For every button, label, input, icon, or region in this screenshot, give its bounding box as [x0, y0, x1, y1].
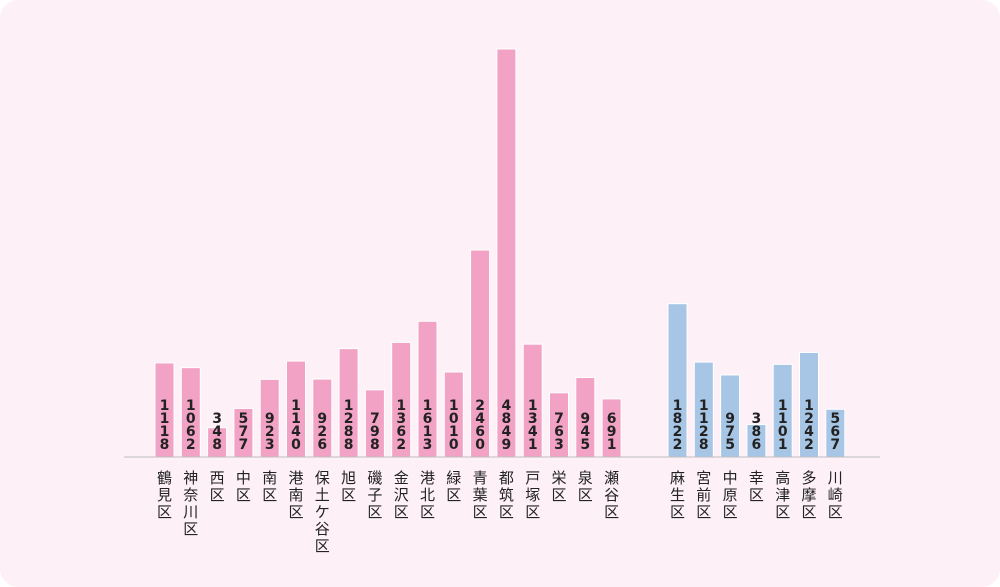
category-label: 西区 [210, 469, 225, 504]
category-label: 金沢区 [394, 469, 409, 521]
category-label: 瀬谷区 [604, 469, 619, 521]
category-label: 中原区 [723, 469, 738, 521]
category-label: 緑区 [446, 469, 461, 504]
category-label: 宮前区 [696, 469, 711, 521]
category-label: 青葉区 [473, 469, 488, 521]
category-label: 麻生区 [670, 469, 685, 521]
category-label: 幸区 [749, 469, 764, 504]
category-label: 港北区 [420, 469, 435, 521]
category-label: 鶴見区 [157, 469, 172, 521]
bar-yokohama-13 [496, 48, 517, 458]
bars-layer [154, 48, 846, 458]
category-label: 高津区 [775, 469, 790, 521]
category-label: 港南区 [288, 469, 303, 521]
category-label: 神奈川区 [183, 469, 198, 538]
category-label: 戸塚区 [525, 469, 540, 521]
category-label: 都筑区 [499, 469, 514, 521]
category-label: 川崎区 [828, 469, 843, 521]
category-label: 南区 [262, 469, 277, 504]
category-label: 保土ケ谷区 [315, 469, 330, 555]
category-label: 磯子区 [367, 469, 382, 521]
category-label: 多摩区 [801, 469, 816, 521]
labels-layer: 1 1 1 8 鶴見区 1 0 6 2 神奈川区 3 4 8 西区 5 7 7 中区 9 2 3 南区 1 1 4 0 港南区 9 2 6… [157, 398, 843, 555]
category-label: 中区 [236, 469, 251, 504]
category-label: 栄区 [551, 469, 566, 504]
category-label: 泉区 [578, 469, 593, 504]
category-label: 旭区 [341, 469, 356, 504]
